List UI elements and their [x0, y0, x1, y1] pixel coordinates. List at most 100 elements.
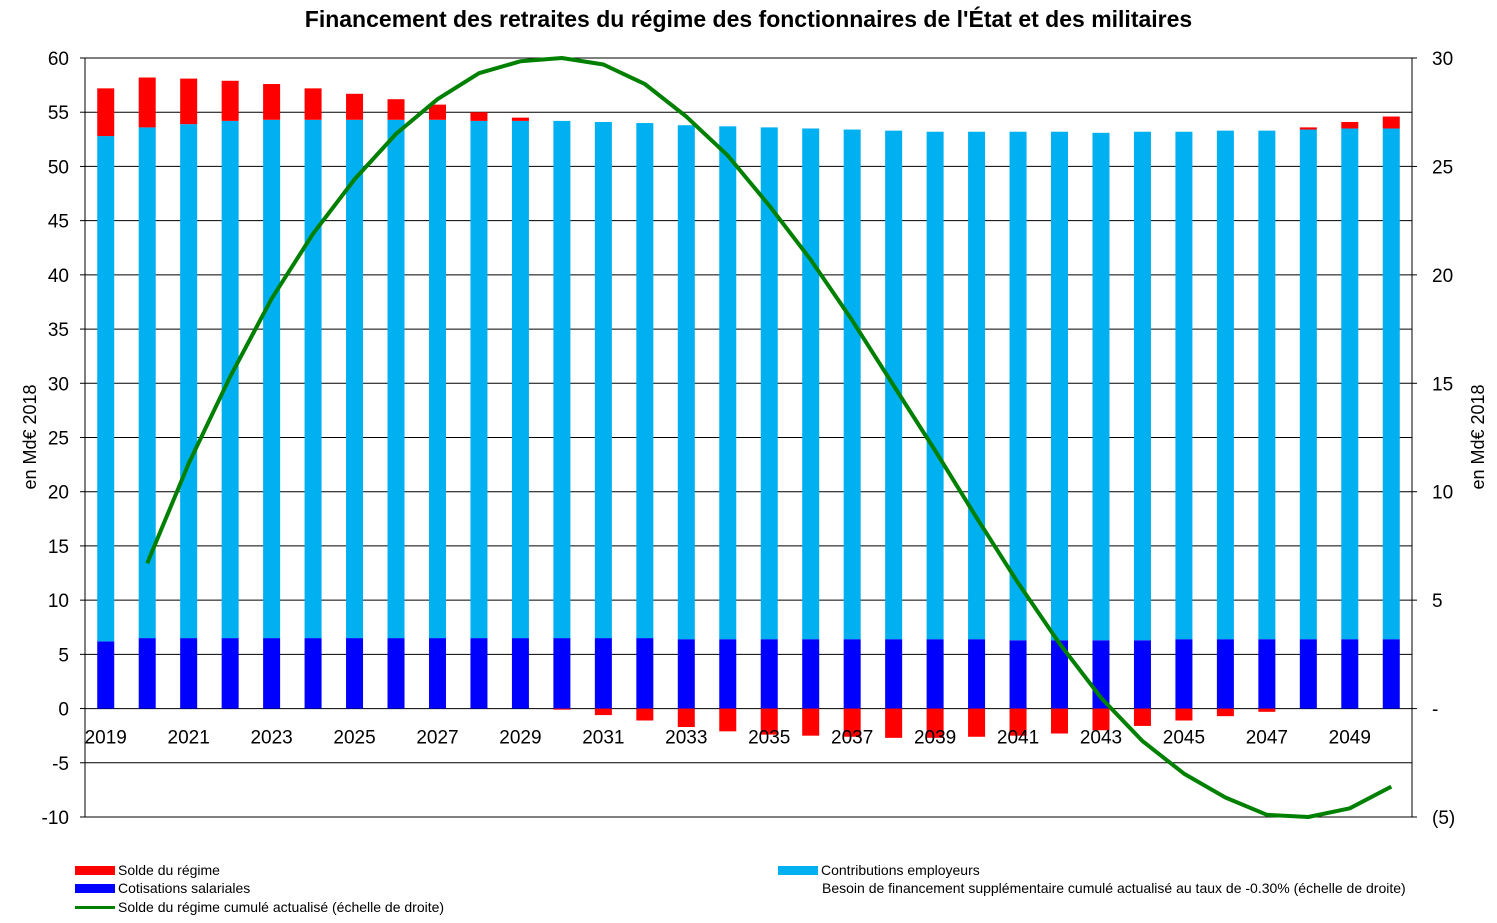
bar-cotisations-salariales: [511, 638, 529, 709]
x-tick-label: 2027: [416, 728, 458, 749]
left-tick-label: 20: [48, 483, 69, 504]
bar-cotisations-salariales: [346, 638, 364, 709]
bar-cotisations-salariales: [594, 638, 612, 709]
bar-solde-regime: [968, 708, 986, 737]
bar-cotisations-salariales: [1341, 639, 1359, 709]
bar-cotisations-salariales: [843, 639, 861, 709]
bar-cotisations-salariales: [926, 639, 944, 709]
gridlines: [85, 57, 1412, 818]
right-tick-label: 5: [1432, 591, 1443, 612]
left-axis-title: en Md€ 2018: [20, 384, 40, 489]
x-axis-ticks: 2019 2021 2023 2025 2027 2029 2031 2033 2035 2037…: [85, 728, 1371, 749]
left-tick-label: 60: [48, 49, 69, 70]
bar-solde-regime: [1175, 708, 1193, 721]
bar-solde-regime: [470, 112, 488, 121]
bar-solde-regime: [843, 708, 861, 737]
right-tick-label: -: [1432, 700, 1438, 721]
x-tick-label: 2033: [665, 728, 707, 749]
axes: [80, 57, 1417, 818]
bar-contributions-employeurs: [138, 127, 156, 639]
bar-contributions-employeurs: [470, 120, 488, 639]
bar-solde-regime: [263, 84, 281, 120]
x-tick-label: 2047: [1246, 728, 1288, 749]
bar-contributions-employeurs: [677, 125, 695, 640]
bar-cotisations-salariales: [760, 639, 778, 709]
bar-contributions-employeurs: [263, 119, 281, 639]
bar-cotisations-salariales: [885, 639, 903, 709]
bar-cotisations-salariales: [387, 638, 405, 709]
left-tick-label: 5: [58, 645, 69, 666]
bar-cotisations-salariales: [97, 641, 115, 709]
right-tick-label: 15: [1432, 374, 1453, 395]
bar-contributions-employeurs: [636, 123, 654, 639]
bar-cotisations-salariales: [1133, 640, 1151, 709]
x-tick-label: 2031: [582, 728, 624, 749]
left-tick-label: 30: [48, 374, 69, 395]
bar-solde-regime: [138, 77, 156, 128]
bar-solde-regime: [1299, 127, 1317, 130]
right-axis-ticks: 30 25 20 15 10 5 - (5): [1432, 49, 1455, 829]
left-tick-label: 25: [48, 429, 69, 450]
x-tick-label: 2021: [168, 728, 210, 749]
bar-cotisations-salariales: [470, 638, 488, 709]
bar-cotisations-salariales: [428, 638, 446, 709]
bar-contributions-employeurs: [1216, 130, 1234, 640]
bar-contributions-employeurs: [1133, 131, 1151, 641]
right-tick-label: 10: [1432, 483, 1453, 504]
right-tick-label: 30: [1432, 49, 1453, 70]
left-tick-label: -5: [52, 754, 69, 775]
bar-solde-regime: [180, 78, 198, 125]
bar-contributions-employeurs: [304, 119, 322, 639]
bar-solde-regime: [885, 708, 903, 738]
left-tick-label: 35: [48, 320, 69, 341]
bar-contributions-employeurs: [968, 131, 986, 640]
bar-solde-regime: [1009, 708, 1027, 736]
bar-cotisations-salariales: [263, 638, 281, 709]
bar-contributions-employeurs: [594, 121, 612, 639]
left-tick-label: -10: [42, 808, 69, 829]
left-tick-label: 45: [48, 212, 69, 233]
bar-solde-regime: [428, 104, 446, 120]
bar-solde-regime: [1258, 708, 1276, 712]
x-tick-label: 2037: [831, 728, 873, 749]
bar-solde-regime: [1092, 708, 1110, 731]
left-tick-label: 50: [48, 157, 69, 178]
bar-cotisations-salariales: [802, 639, 820, 709]
bar-cotisations-salariales: [1009, 640, 1027, 709]
bar-contributions-employeurs: [97, 136, 115, 642]
bar-contributions-employeurs: [1341, 128, 1359, 640]
bar-cotisations-salariales: [1051, 640, 1069, 709]
bar-solde-regime: [97, 88, 115, 137]
x-tick-label: 2019: [85, 728, 127, 749]
bar-contributions-employeurs: [1051, 131, 1069, 641]
bar-solde-regime: [802, 708, 820, 736]
bar-contributions-employeurs: [180, 124, 198, 639]
bar-contributions-employeurs: [1382, 128, 1400, 640]
bar-contributions-employeurs: [1299, 129, 1317, 640]
bar-solde-regime: [511, 117, 529, 121]
bar-solde-regime: [1051, 708, 1069, 734]
right-tick-label: 25: [1432, 157, 1453, 178]
x-tick-label: 2025: [333, 728, 375, 749]
bar-contributions-employeurs: [760, 127, 778, 640]
bar-solde-regime: [594, 708, 612, 716]
bar-cotisations-salariales: [677, 639, 695, 709]
bar-cotisations-salariales: [1258, 639, 1276, 709]
x-tick-label: 2029: [499, 728, 541, 749]
bar-solde-regime: [677, 708, 695, 728]
x-tick-label: 2039: [914, 728, 956, 749]
bar-contributions-employeurs: [1258, 130, 1276, 640]
right-axis-title: en Md€ 2018: [1468, 384, 1488, 489]
bar-cotisations-salariales: [304, 638, 322, 709]
bar-cotisations-salariales: [221, 638, 239, 709]
bar-solde-regime: [304, 88, 322, 120]
bar-solde-regime: [553, 708, 571, 710]
bar-cotisations-salariales: [719, 639, 737, 709]
bar-cotisations-salariales: [138, 638, 156, 709]
bar-cotisations-salariales: [553, 638, 571, 709]
bar-solde-regime: [387, 99, 405, 120]
bar-solde-regime: [636, 708, 654, 721]
x-tick-label: 2043: [1080, 728, 1122, 749]
bar-contributions-employeurs: [926, 131, 944, 640]
